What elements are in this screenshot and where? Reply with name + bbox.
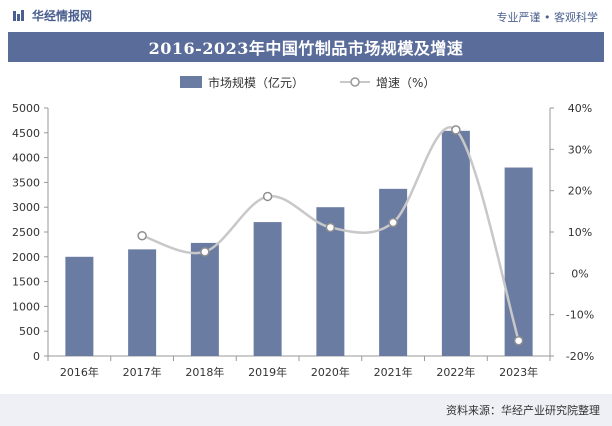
x-tick-label: 2021年	[374, 365, 413, 379]
legend-line-label: 增速（%）	[376, 76, 435, 90]
x-tick-label: 2023年	[499, 365, 538, 379]
growth-point	[200, 247, 210, 257]
y-left-tick-label: 2500	[12, 226, 40, 239]
brand-logo-icon	[13, 9, 24, 21]
growth-point	[451, 125, 461, 135]
brand-name: 华经情报网	[32, 9, 93, 23]
y-left-tick-label: 4000	[12, 152, 40, 165]
top-bar: 华经情报网 专业严谨 • 客观科学	[0, 0, 612, 30]
y-right-tick-label: 0%	[571, 267, 588, 280]
bar	[504, 167, 533, 356]
brand: 华经情报网	[12, 7, 92, 24]
growth-point	[513, 335, 524, 346]
bar	[128, 249, 157, 356]
y-left-tick-label: 3000	[12, 201, 40, 214]
growth-point	[325, 222, 336, 233]
chart-area: 市场规模（亿元） 增速（%） 0 500 1000 1500 2000 2500 3000 350…	[0, 62, 612, 392]
x-tick-label: 2018年	[185, 365, 224, 379]
y-right-tick-label: 10%	[568, 226, 592, 239]
title-bar: 2016-2023年中国竹制品市场规模及增速	[8, 32, 604, 62]
x-tick-label: 2016年	[60, 365, 99, 379]
legend-bar-swatch	[180, 76, 202, 88]
y-right-tick-label: 30%	[568, 143, 592, 156]
y-left-tick-label: 4500	[12, 127, 40, 140]
y-right-tick-label: -10%	[566, 309, 594, 322]
y-left-tick-label: 3500	[12, 176, 40, 189]
chart: 市场规模（亿元） 增速（%） 0 500 1000 1500 2000 2500 3000 350…	[12, 75, 594, 379]
y-right-tick-label: 20%	[568, 185, 592, 198]
bar	[379, 188, 408, 356]
y-left-tick-label: 2000	[12, 251, 40, 264]
growth-line	[141, 126, 520, 342]
x-tick-label: 2019年	[248, 365, 287, 379]
slogan: 专业严谨 • 客观科学	[496, 11, 598, 24]
y-left-tick-label: 0	[33, 350, 40, 363]
y-left-tick-label: 1000	[12, 300, 40, 313]
source-note: 资料来源：华经产业研究院整理	[446, 404, 600, 417]
growth-point	[262, 191, 273, 202]
y-right-tick-label: -20%	[566, 350, 594, 363]
x-tick-label: 2020年	[311, 365, 350, 379]
bar	[441, 130, 470, 356]
x-tick-label: 2022年	[436, 365, 475, 379]
legend-line-marker	[350, 77, 360, 87]
y-left-tick-label: 5000	[12, 102, 40, 115]
footer: 资料来源：华经产业研究院整理	[0, 394, 612, 426]
bar	[65, 256, 94, 356]
y-left-tick-label: 1500	[12, 276, 40, 289]
legend-bar-label: 市场规模（亿元）	[208, 75, 304, 90]
growth-point	[388, 217, 398, 228]
x-tick-label: 2017年	[123, 365, 162, 379]
growth-point	[137, 230, 147, 241]
bar	[253, 222, 282, 356]
y-right-tick-label: 40%	[568, 102, 592, 115]
y-left-tick-label: 500	[19, 325, 40, 338]
chart-title: 2016-2023年中国竹制品市场规模及增速	[148, 39, 464, 58]
bar	[190, 242, 219, 356]
